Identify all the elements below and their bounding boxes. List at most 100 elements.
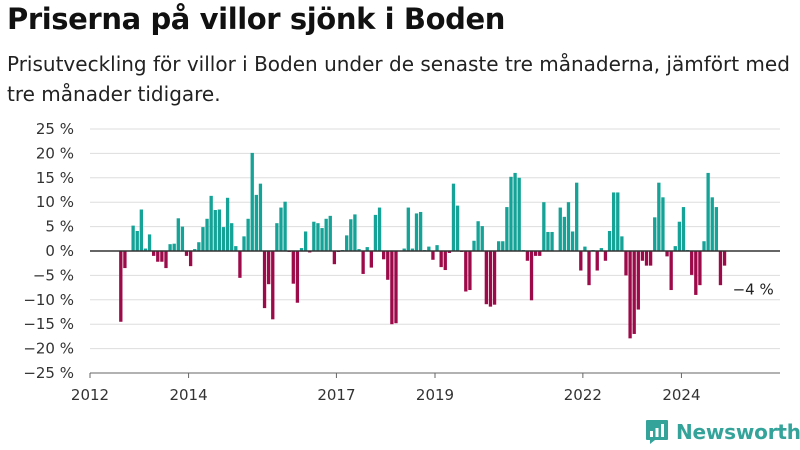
x-tick-label: 2022 (564, 386, 602, 404)
y-tick-label: 25 % (36, 120, 74, 138)
bar (414, 213, 419, 251)
bar (320, 228, 324, 251)
bar (160, 251, 164, 262)
bar (538, 251, 542, 256)
bar (246, 218, 250, 251)
bar (513, 172, 517, 251)
bar (661, 197, 665, 251)
bar (443, 251, 447, 271)
bar (665, 251, 669, 257)
brand-name: Newsworthy (676, 420, 800, 444)
bar (640, 251, 645, 261)
bar (303, 231, 308, 251)
bar (603, 251, 608, 261)
bar (201, 227, 205, 251)
bar (271, 251, 275, 320)
bar (349, 219, 353, 251)
bar (406, 207, 410, 251)
bar (690, 251, 694, 275)
bar (451, 183, 456, 251)
bar-chart-logo-icon (646, 420, 668, 444)
bar (353, 214, 357, 251)
bar (587, 251, 591, 286)
chart-subtitle: Prisutveckling för villor i Boden under … (7, 52, 790, 106)
bar (164, 251, 168, 269)
bar (267, 251, 271, 285)
bar (180, 226, 185, 251)
bar (435, 245, 439, 251)
bar (275, 223, 279, 251)
bar (123, 251, 127, 269)
bar (238, 251, 242, 278)
bar (517, 177, 521, 251)
x-axis: 2012 2014 2017 2019 2022 2024 (71, 372, 780, 404)
y-tick-label: 5 % (45, 218, 74, 236)
bar (168, 244, 172, 251)
bar (427, 246, 431, 251)
bar (139, 209, 143, 251)
y-tick-label: −10 % (23, 291, 74, 309)
annotation-layer: −4 % (733, 281, 774, 299)
y-tick-label: 15 % (36, 169, 74, 187)
bar (575, 182, 579, 251)
bar (599, 248, 603, 251)
bar (492, 251, 497, 305)
chart-title: Priserna på villor sjönk i Boden (7, 2, 505, 36)
bar (562, 216, 567, 251)
bar (595, 251, 599, 271)
bar (612, 192, 616, 251)
y-tick-label: −15 % (23, 315, 74, 333)
bar (410, 248, 415, 251)
bar (509, 176, 513, 251)
bar (694, 251, 698, 295)
bar (135, 230, 139, 251)
bar (546, 231, 550, 251)
bar (254, 194, 258, 251)
bar (702, 241, 706, 251)
bar (468, 251, 472, 291)
bar (710, 197, 714, 251)
bar (308, 251, 312, 253)
bar (714, 207, 718, 251)
bar (209, 195, 213, 251)
bar (283, 201, 287, 251)
bar (648, 251, 653, 266)
bar (193, 249, 197, 251)
bar (529, 251, 534, 301)
bar (644, 251, 649, 266)
bar (550, 231, 554, 251)
bar (455, 205, 460, 251)
bar (488, 251, 493, 307)
bar (316, 223, 320, 251)
bar (230, 223, 234, 251)
bar-series (119, 152, 727, 339)
y-tick-label: 20 % (36, 144, 74, 162)
bar (607, 230, 612, 251)
bar (197, 242, 201, 251)
bar (390, 251, 394, 325)
bar (501, 241, 505, 251)
bar (472, 240, 476, 251)
bar (484, 251, 488, 305)
bar (386, 251, 390, 280)
bar (221, 227, 226, 251)
bar (377, 207, 382, 251)
bar (447, 251, 452, 253)
bar (525, 251, 530, 261)
bar (542, 202, 546, 251)
bar (566, 202, 571, 251)
bar (152, 251, 156, 256)
bar (677, 221, 682, 251)
x-tick-label: 2014 (169, 386, 207, 404)
bar (439, 251, 443, 268)
bar (583, 246, 587, 251)
bar (156, 251, 160, 262)
bar (176, 218, 180, 251)
bar (369, 251, 373, 268)
bar (616, 192, 620, 251)
bar (205, 218, 209, 251)
bar (570, 231, 575, 251)
bar (262, 251, 267, 309)
bar (722, 251, 727, 266)
